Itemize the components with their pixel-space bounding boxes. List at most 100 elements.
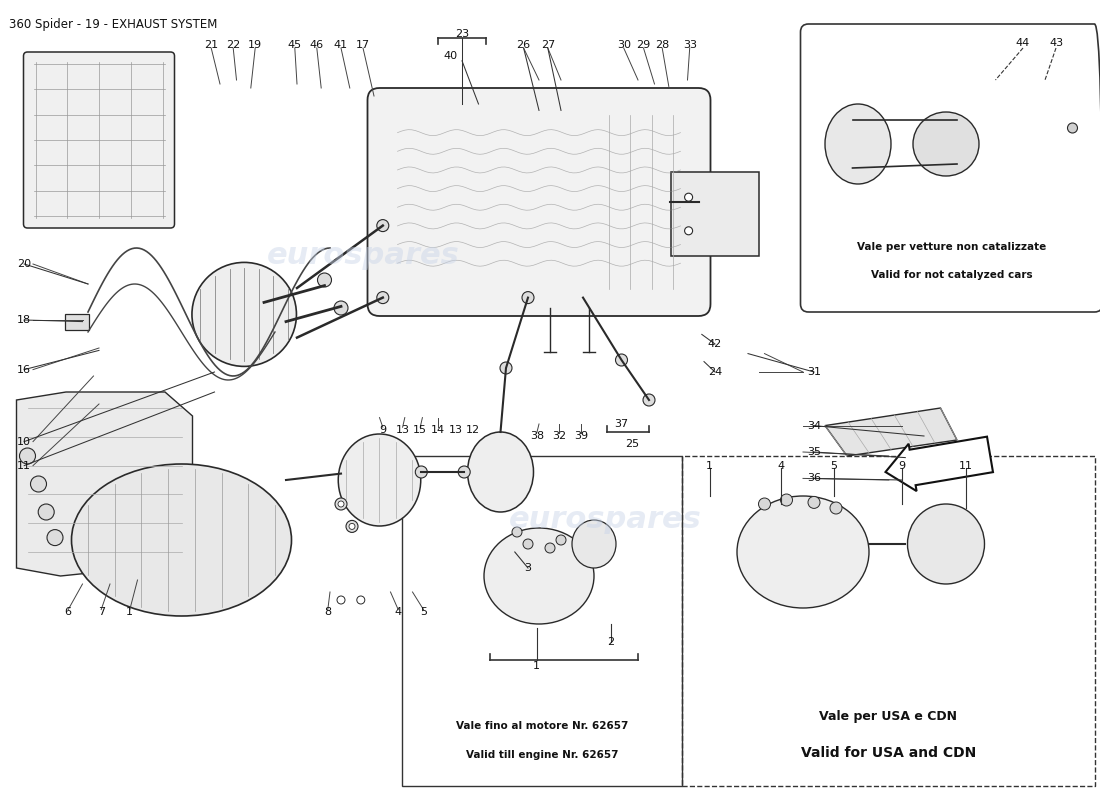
Circle shape: [644, 394, 654, 406]
Circle shape: [808, 496, 820, 509]
Circle shape: [544, 543, 556, 553]
Text: 15: 15: [414, 426, 427, 435]
Text: 13: 13: [396, 426, 409, 435]
Text: 6: 6: [65, 607, 72, 617]
Polygon shape: [825, 408, 957, 456]
Ellipse shape: [825, 104, 891, 184]
FancyBboxPatch shape: [23, 52, 175, 228]
Text: 5: 5: [830, 461, 837, 470]
Circle shape: [338, 501, 344, 507]
Text: 26: 26: [517, 40, 530, 50]
Bar: [65, 314, 89, 330]
Text: 19: 19: [249, 40, 262, 50]
Text: 16: 16: [18, 365, 31, 374]
Text: Vale per USA e CDN: Vale per USA e CDN: [820, 710, 957, 723]
Circle shape: [500, 362, 512, 374]
Circle shape: [512, 527, 522, 537]
Text: 9: 9: [379, 426, 386, 435]
Circle shape: [318, 273, 331, 287]
Circle shape: [522, 539, 534, 549]
Text: 39: 39: [574, 431, 587, 441]
Circle shape: [20, 448, 35, 464]
Text: Valid till engine Nr. 62657: Valid till engine Nr. 62657: [465, 750, 618, 760]
Polygon shape: [16, 392, 192, 576]
Text: 33: 33: [683, 40, 696, 50]
Text: 36: 36: [807, 474, 821, 483]
FancyArrow shape: [886, 437, 993, 491]
Circle shape: [1067, 123, 1078, 133]
Circle shape: [759, 498, 770, 510]
Text: 1: 1: [126, 607, 133, 617]
Circle shape: [830, 502, 842, 514]
Text: 12: 12: [466, 426, 480, 435]
Ellipse shape: [908, 504, 985, 584]
Text: Vale fino al motore Nr. 62657: Vale fino al motore Nr. 62657: [455, 722, 628, 731]
Circle shape: [47, 530, 63, 546]
Text: 13: 13: [449, 426, 462, 435]
Text: 4: 4: [778, 461, 784, 470]
Circle shape: [377, 219, 388, 232]
Text: 32: 32: [552, 431, 565, 441]
Text: 9: 9: [899, 461, 905, 470]
Ellipse shape: [338, 434, 420, 526]
Text: 11: 11: [959, 461, 972, 470]
Text: 25: 25: [626, 439, 639, 449]
Ellipse shape: [737, 496, 869, 608]
Ellipse shape: [192, 262, 297, 366]
Text: 41: 41: [334, 40, 348, 50]
Text: 1: 1: [534, 661, 540, 670]
Text: eurospares: eurospares: [266, 242, 460, 270]
Text: 14: 14: [431, 426, 444, 435]
Text: 29: 29: [637, 40, 650, 50]
Text: 30: 30: [617, 40, 630, 50]
Text: 27: 27: [541, 40, 554, 50]
Circle shape: [39, 504, 54, 520]
Circle shape: [416, 466, 427, 478]
Text: 3: 3: [525, 563, 531, 573]
Ellipse shape: [468, 432, 534, 512]
Bar: [682, 456, 1094, 786]
Text: 35: 35: [807, 447, 821, 457]
Circle shape: [349, 523, 355, 530]
Text: 43: 43: [1049, 38, 1063, 48]
Circle shape: [31, 476, 46, 492]
Circle shape: [616, 354, 627, 366]
Circle shape: [684, 194, 693, 202]
Text: Vale per vetture non catalizzate: Vale per vetture non catalizzate: [857, 242, 1046, 252]
Text: 45: 45: [288, 40, 301, 50]
Bar: [671, 172, 759, 256]
Circle shape: [346, 520, 358, 533]
Text: 22: 22: [227, 40, 240, 50]
Text: 28: 28: [656, 40, 669, 50]
Text: 31: 31: [807, 367, 821, 377]
Text: 20: 20: [18, 259, 31, 269]
Text: 7: 7: [98, 607, 104, 617]
Text: 4: 4: [395, 607, 402, 617]
Circle shape: [336, 498, 346, 510]
Ellipse shape: [913, 112, 979, 176]
Text: 17: 17: [356, 40, 370, 50]
Circle shape: [781, 494, 792, 506]
Circle shape: [348, 524, 356, 532]
Text: 42: 42: [708, 339, 722, 349]
Text: 360 Spider - 19 - EXHAUST SYSTEM: 360 Spider - 19 - EXHAUST SYSTEM: [9, 18, 217, 30]
Circle shape: [459, 466, 470, 478]
Text: 11: 11: [18, 461, 31, 470]
Text: 24: 24: [708, 367, 722, 377]
Circle shape: [356, 596, 365, 604]
Text: 44: 44: [1016, 38, 1030, 48]
Circle shape: [337, 596, 345, 604]
Text: 21: 21: [205, 40, 218, 50]
Text: 46: 46: [310, 40, 323, 50]
Text: 8: 8: [324, 607, 331, 617]
Circle shape: [337, 500, 345, 508]
Text: 38: 38: [530, 431, 543, 441]
Text: 40: 40: [444, 51, 458, 61]
Text: 5: 5: [420, 607, 427, 617]
Ellipse shape: [72, 464, 292, 616]
Circle shape: [377, 292, 388, 304]
Text: 1: 1: [706, 461, 713, 470]
Text: Valid for not catalyzed cars: Valid for not catalyzed cars: [871, 270, 1032, 280]
Text: 23: 23: [455, 29, 469, 38]
FancyBboxPatch shape: [367, 88, 711, 316]
